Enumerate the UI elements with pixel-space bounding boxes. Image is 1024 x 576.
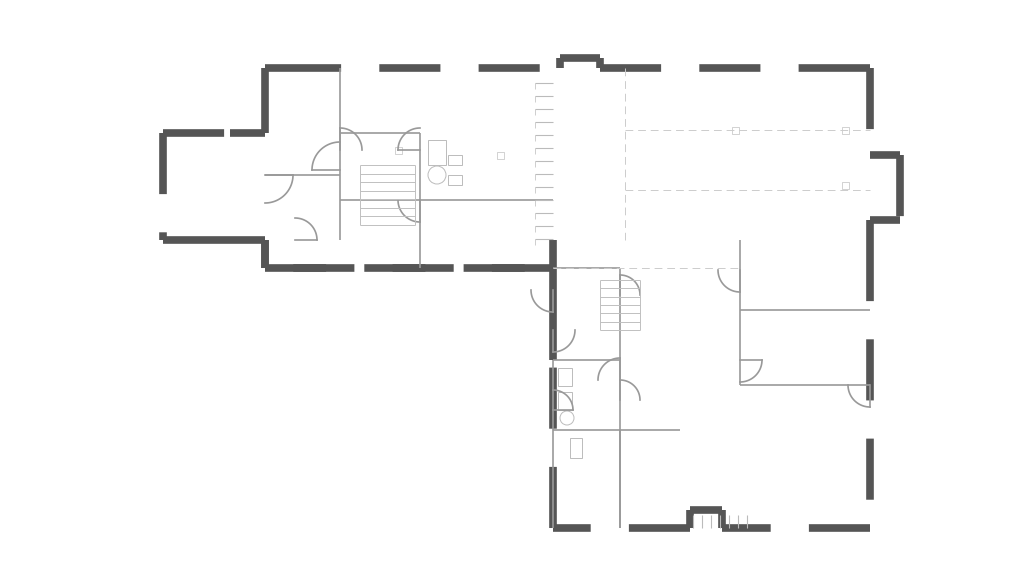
Bar bbox=[570, 438, 582, 458]
Bar bbox=[558, 368, 572, 386]
Bar bbox=[449, 175, 462, 185]
Bar bbox=[449, 155, 462, 165]
Circle shape bbox=[428, 166, 446, 184]
Bar bbox=[428, 140, 446, 165]
Bar bbox=[842, 127, 849, 134]
Circle shape bbox=[560, 411, 574, 425]
Bar bbox=[558, 392, 572, 410]
Bar bbox=[394, 146, 401, 153]
Bar bbox=[842, 181, 849, 188]
Bar bbox=[731, 127, 738, 134]
Bar bbox=[497, 151, 504, 158]
